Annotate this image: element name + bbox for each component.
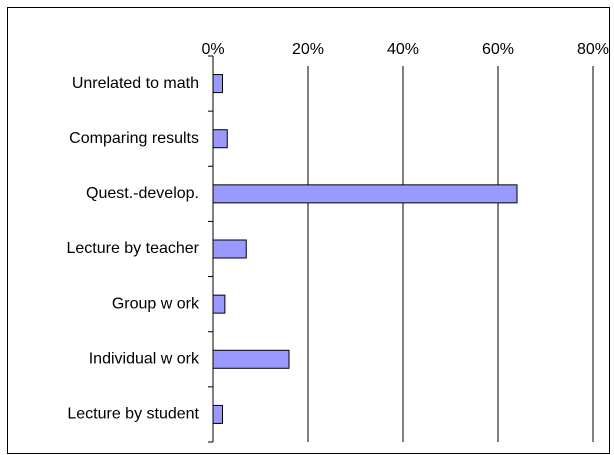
y-tick-label: Comparing results <box>69 130 199 147</box>
y-tick-label: Quest.-develop. <box>86 185 199 202</box>
x-tick-label: 20% <box>292 41 324 58</box>
bar <box>212 129 228 149</box>
y-tick-label: Lecture by teacher <box>66 240 199 257</box>
y-tick-label: Group w ork <box>112 295 200 312</box>
y-tick-label: Individual w ork <box>89 351 200 368</box>
x-tick-label: 80% <box>577 41 609 58</box>
bar <box>212 74 223 94</box>
y-tick-label: Unrelated to math <box>72 75 199 92</box>
bar <box>212 184 518 204</box>
bar <box>212 294 226 314</box>
y-tick-label: Lecture by student <box>67 406 199 423</box>
bar <box>212 239 247 259</box>
x-tick-label: 0% <box>201 41 224 58</box>
bar <box>212 349 290 369</box>
x-tick-label: 40% <box>387 41 419 58</box>
bar <box>212 404 223 424</box>
x-tick-label: 60% <box>482 41 514 58</box>
